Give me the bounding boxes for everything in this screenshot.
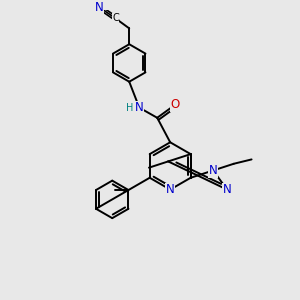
Text: N: N xyxy=(95,1,104,14)
Text: N: N xyxy=(209,164,218,177)
Text: N: N xyxy=(166,183,175,196)
Text: H: H xyxy=(126,103,134,113)
Text: C: C xyxy=(112,13,119,23)
Text: N: N xyxy=(135,101,144,114)
Text: N: N xyxy=(223,183,231,196)
Text: O: O xyxy=(170,98,180,111)
